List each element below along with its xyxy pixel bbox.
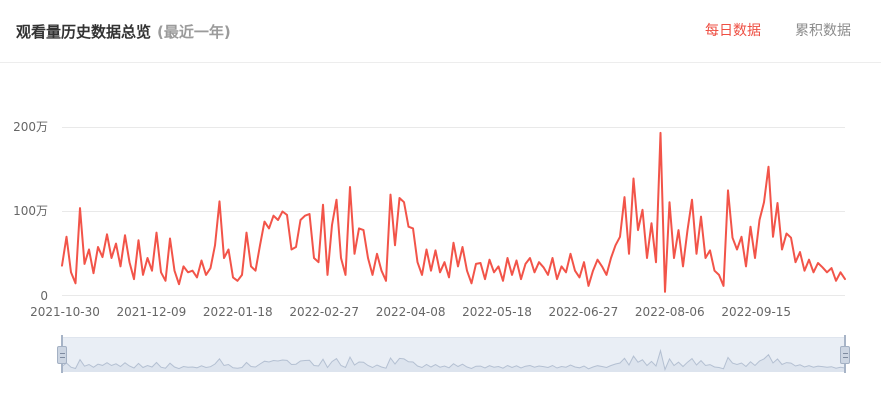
minimap-line bbox=[62, 348, 845, 372]
x-tick-label: 2022-05-18 bbox=[462, 305, 532, 319]
y-tick-label: 0 bbox=[40, 289, 48, 303]
x-tick-label: 2022-06-27 bbox=[548, 305, 619, 319]
chart-plot-area[interactable] bbox=[61, 127, 846, 296]
title-group: 观看量历史数据总览 (最近一年) bbox=[16, 21, 231, 42]
views-line-chart-canvas[interactable] bbox=[61, 127, 846, 296]
datazoom-minimap bbox=[62, 348, 845, 372]
y-tick-label: 100万 bbox=[13, 204, 48, 218]
page-title: 观看量历史数据总览 bbox=[16, 22, 152, 41]
datazoom-left-handle[interactable] bbox=[57, 346, 67, 364]
x-tick-label: 2022-08-06 bbox=[634, 305, 705, 319]
x-tick-label: 2022-02-27 bbox=[289, 305, 360, 319]
handle-grip-line bbox=[842, 352, 848, 354]
page-subtitle: (最近一年) bbox=[157, 22, 231, 41]
handle-grip-line bbox=[842, 356, 848, 358]
handle-grip-line bbox=[59, 356, 65, 358]
header-divider bbox=[0, 62, 881, 63]
x-tick-label: 2022-04-08 bbox=[375, 305, 446, 319]
x-tick-label: 2022-01-18 bbox=[202, 305, 273, 319]
x-tick-label: 2021-10-30 bbox=[30, 305, 100, 319]
x-tick-label: 2022-09-15 bbox=[721, 305, 792, 319]
handle-grip-line bbox=[59, 352, 65, 354]
x-axis-labels: 2021-10-30 2021-12-09 2022-01-18 2022-02-27… bbox=[30, 305, 845, 321]
y-tick-label: 200万 bbox=[13, 120, 48, 134]
panel-header: 观看量历史数据总览 (最近一年) 每日数据 累积数据 bbox=[0, 0, 881, 62]
datazoom-right-handle[interactable] bbox=[840, 346, 850, 364]
tab-cumulative-data[interactable]: 累积数据 bbox=[795, 23, 851, 39]
minimap-area bbox=[62, 350, 845, 372]
data-mode-tabs: 每日数据 累积数据 bbox=[705, 21, 851, 41]
datazoom-slider[interactable] bbox=[57, 335, 850, 373]
x-tick-label: 2021-12-09 bbox=[116, 305, 187, 319]
daily-views-series-line bbox=[61, 131, 846, 293]
tab-daily-data[interactable]: 每日数据 bbox=[705, 23, 761, 39]
